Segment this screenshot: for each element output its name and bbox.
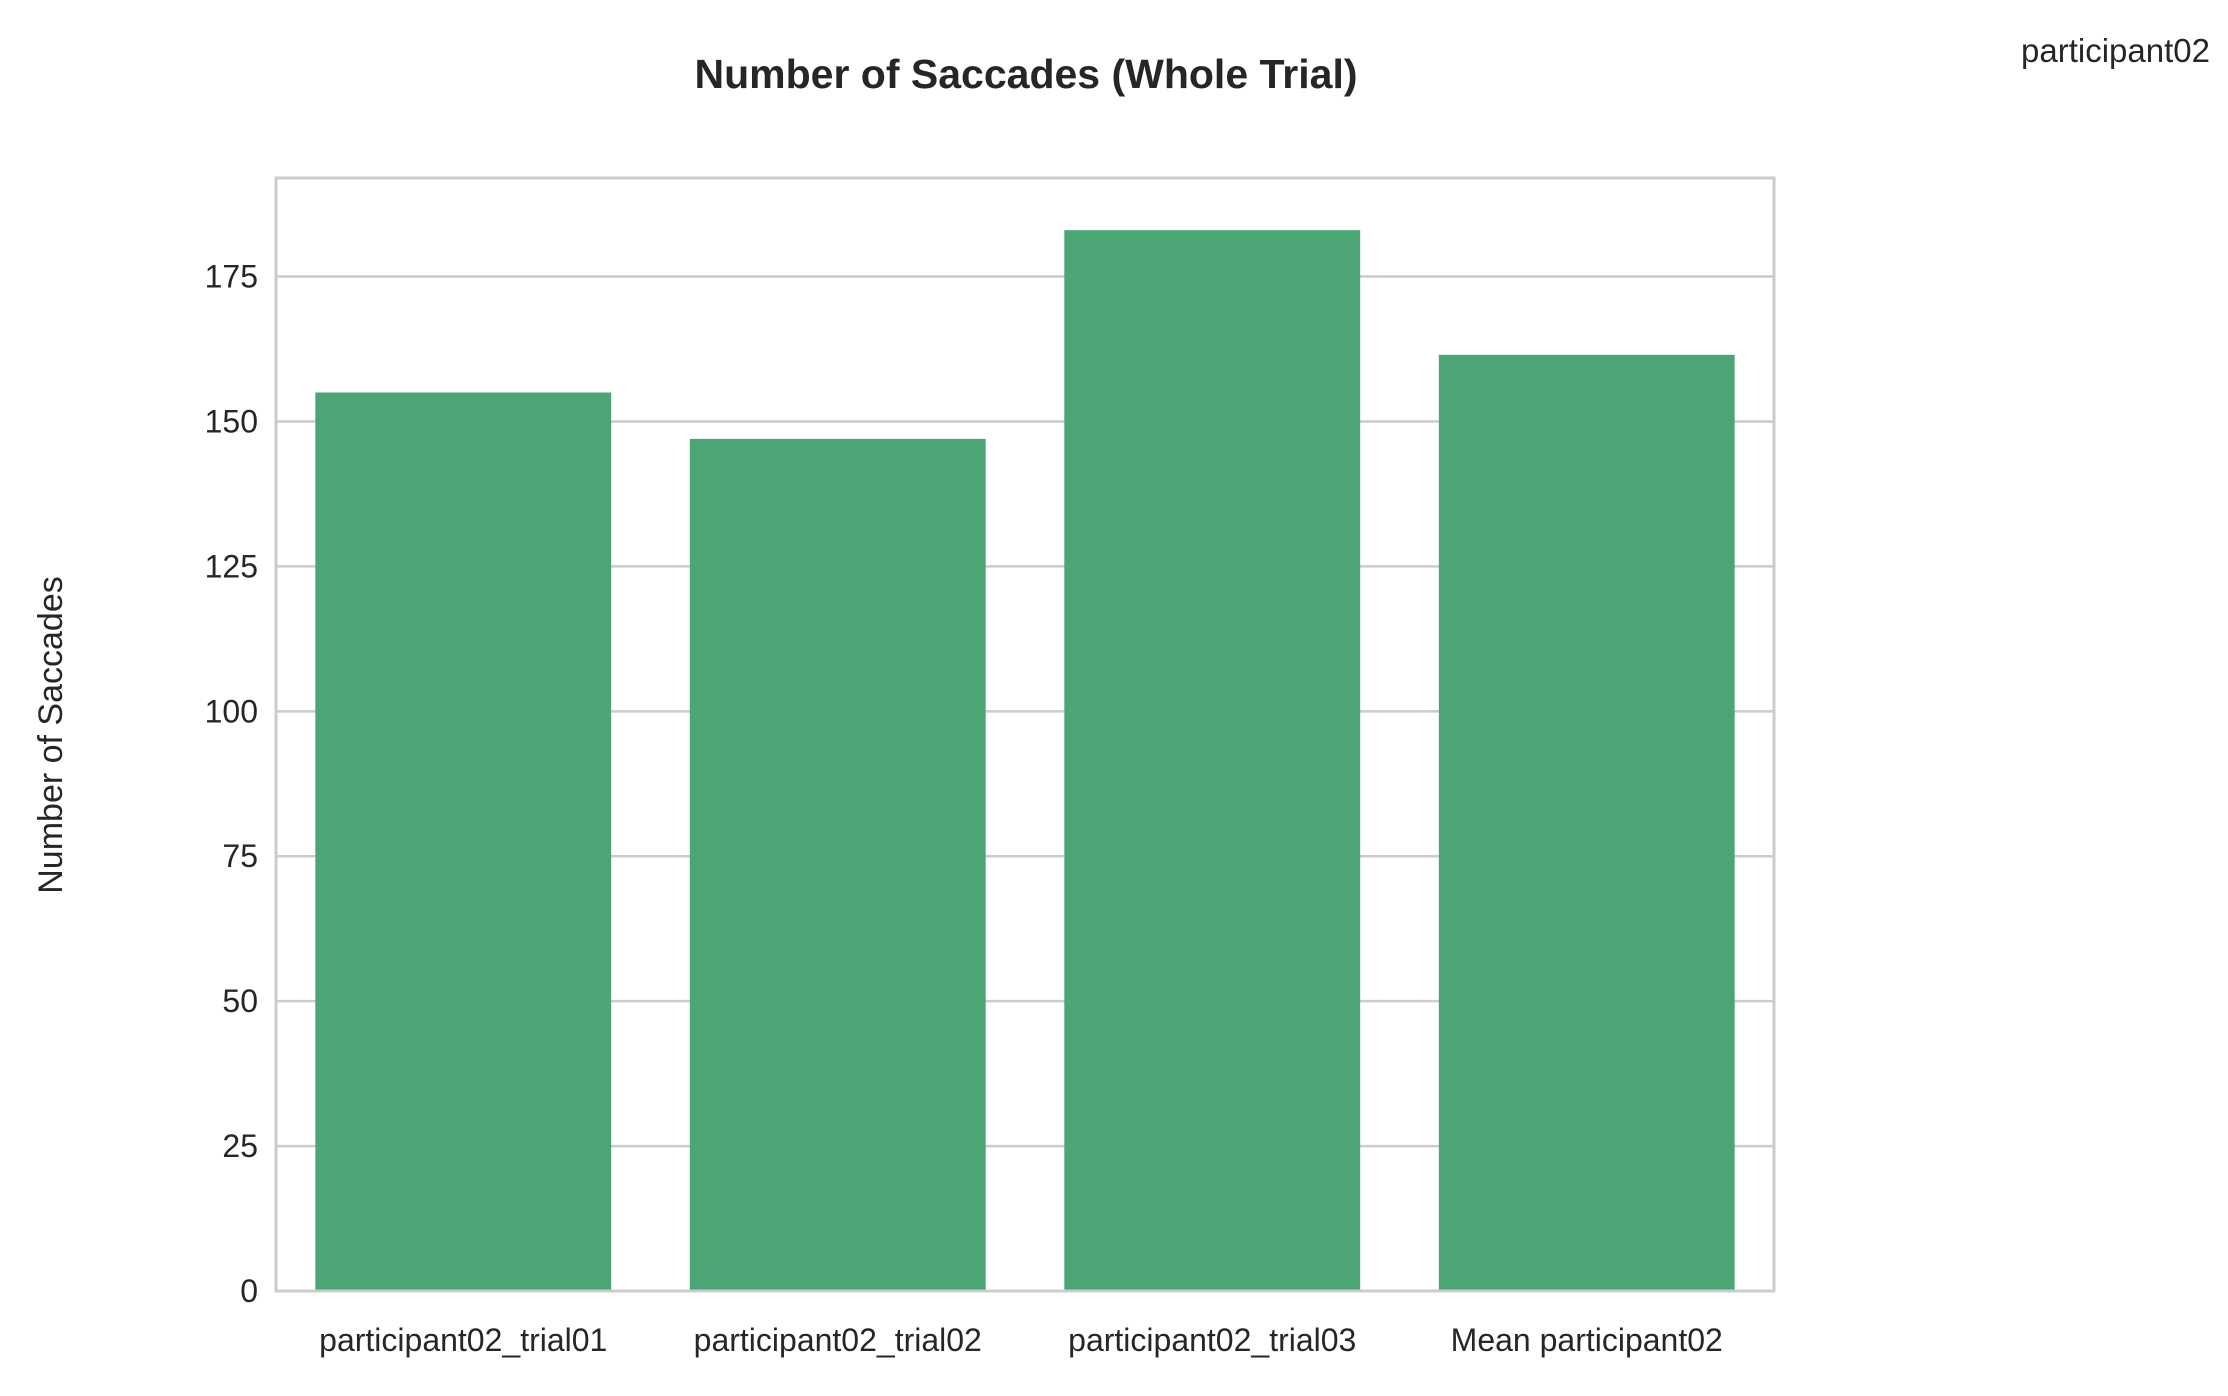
y-tick-label: 75 <box>222 838 258 874</box>
bar <box>1438 354 1735 1291</box>
y-tick-labels: 0 25 50 75 100 125 150 175 <box>205 259 258 1309</box>
participant-label: participant02 <box>2021 32 2210 69</box>
bars <box>315 230 1735 1291</box>
plot-frame <box>274 176 1776 1293</box>
bar <box>1064 230 1361 1291</box>
y-tick-label: 25 <box>222 1128 258 1164</box>
x-tick-label: participant02_trial01 <box>319 1322 607 1358</box>
x-tick-labels: participant02_trial01 participant02_trial… <box>319 1322 1723 1358</box>
x-tick-label: participant02_trial03 <box>1068 1322 1356 1358</box>
y-tick-label: 175 <box>205 259 258 295</box>
y-tick-label: 100 <box>205 693 258 729</box>
chart-title: Number of Saccades (Whole Trial) <box>695 51 1358 97</box>
bar <box>315 392 612 1291</box>
y-tick-label: 150 <box>205 403 258 439</box>
y-tick-label: 0 <box>240 1273 258 1309</box>
y-tick-label: 125 <box>205 548 258 584</box>
bar <box>689 438 986 1291</box>
y-tick-label: 50 <box>222 983 258 1019</box>
x-tick-label: participant02_trial02 <box>694 1322 982 1358</box>
y-axis-label: Number of Saccades <box>32 576 70 894</box>
x-tick-label: Mean participant02 <box>1451 1322 1723 1358</box>
